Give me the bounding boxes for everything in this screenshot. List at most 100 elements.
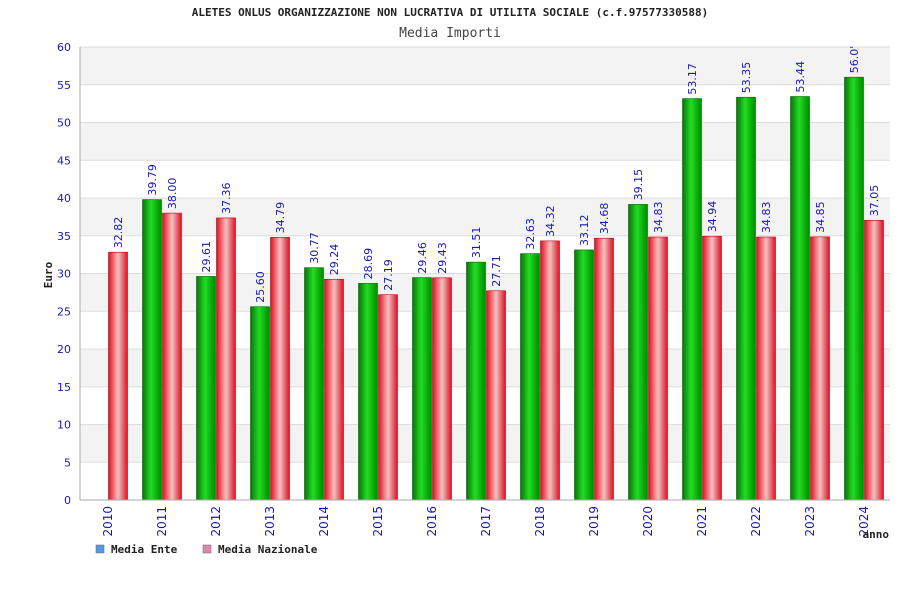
data-label: 34.94 (706, 201, 719, 233)
bar-media-nazionale (216, 217, 236, 501)
bar-media-nazionale (162, 212, 182, 501)
bar-media-nazionale (756, 236, 776, 501)
x-tick-label: 2014 (317, 506, 331, 537)
data-labels: 32.82 39.79 38.00 29.61 37.36 25.60 34.79 30.77… (112, 46, 881, 303)
data-label: 27.19 (382, 259, 395, 291)
x-tick-label: 2020 (641, 506, 655, 537)
x-tick-label: 2023 (803, 506, 817, 537)
y-tick-label: 20 (57, 343, 71, 356)
legend-label: Media Nazionale (218, 543, 318, 556)
bar-media-ente (250, 306, 270, 501)
y-tick-label: 60 (57, 41, 71, 54)
data-label: 56.0' (848, 46, 861, 74)
y-axis-ticks: 0 5 10 15 20 25 30 35 40 45 50 55 60 (57, 41, 71, 507)
x-tick-label: 2018 (533, 506, 547, 537)
data-label: 37.05 (868, 185, 881, 217)
bar-media-nazionale (486, 290, 506, 501)
legend-swatch (202, 544, 212, 554)
chart-subtitle: Media Importi (399, 26, 501, 41)
x-tick-label: 2010 (101, 506, 115, 537)
data-label: 29.61 (200, 241, 213, 273)
y-tick-label: 10 (57, 419, 71, 432)
y-tick-label: 25 (57, 305, 71, 318)
bars (108, 76, 884, 501)
y-tick-label: 45 (57, 154, 71, 167)
y-tick-label: 15 (57, 381, 71, 394)
data-label: 53.35 (740, 62, 753, 94)
x-tick-label: 2011 (155, 506, 169, 537)
data-label: 28.69 (362, 248, 375, 280)
data-label: 53.44 (794, 61, 807, 93)
x-tick-label: 2024 (857, 506, 871, 537)
bar-media-ente (412, 277, 432, 501)
bar-media-ente (574, 249, 594, 501)
legend-swatch (95, 544, 105, 554)
chart-title: ALETES ONLUS ORGANIZZAZIONE NON LUCRATIV… (192, 6, 709, 19)
data-label: 32.82 (112, 217, 125, 249)
data-label: 29.24 (328, 244, 341, 276)
data-label: 29.43 (436, 242, 449, 274)
bar-media-nazionale (270, 237, 290, 501)
bar-media-nazionale (540, 240, 560, 501)
data-label: 39.79 (146, 164, 159, 196)
y-axis-label: Euro (42, 261, 55, 288)
data-label: 31.51 (470, 227, 483, 259)
data-label: 34.83 (760, 202, 773, 234)
bar-media-ente (790, 96, 810, 501)
bar-media-ente (466, 261, 486, 501)
plot-band (80, 84, 890, 123)
y-tick-label: 0 (64, 494, 71, 507)
data-label: 34.68 (598, 203, 611, 235)
bar-media-ente (628, 204, 648, 501)
y-tick-label: 50 (57, 117, 71, 130)
bar-media-nazionale (702, 235, 722, 501)
bar-media-ente (844, 76, 864, 501)
data-label: 25.60 (254, 271, 267, 303)
x-tick-label: 2012 (209, 506, 223, 537)
x-tick-label: 2016 (425, 506, 439, 537)
data-label: 34.79 (274, 202, 287, 234)
legend-label: Media Ente (111, 543, 178, 556)
data-label: 33.12 (578, 214, 591, 246)
bar-media-ente (142, 199, 162, 501)
data-label: 39.15 (632, 169, 645, 201)
bar-media-ente (520, 253, 540, 501)
bar-media-nazionale (108, 251, 128, 501)
bar-media-ente (196, 276, 216, 501)
data-label: 53.17 (686, 63, 699, 95)
x-tick-label: 2015 (371, 506, 385, 537)
bar-media-nazionale (810, 236, 830, 501)
legend: Media Ente Media Nazionale (95, 543, 318, 556)
bar-media-ente (358, 283, 378, 501)
data-label: 34.85 (814, 201, 827, 233)
bar-media-nazionale (864, 219, 884, 501)
plot-band (80, 160, 890, 198)
y-tick-label: 55 (57, 79, 71, 92)
data-label: 37.36 (220, 182, 233, 214)
x-axis-ticks: 2010 2011 2012 2013 2014 2015 2016 2017 2018 2019… (101, 506, 871, 537)
x-axis-label: anno (863, 528, 890, 541)
x-tick-label: 2019 (587, 506, 601, 537)
bar-media-nazionale (378, 294, 398, 501)
bar-media-ente (736, 96, 756, 501)
bar-media-nazionale (648, 236, 668, 501)
data-label: 30.77 (308, 232, 321, 264)
plot-band (80, 47, 890, 85)
bar-media-nazionale (594, 237, 614, 501)
bar-media-nazionale (432, 277, 452, 501)
data-label: 34.83 (652, 202, 665, 234)
x-tick-label: 2017 (479, 506, 493, 537)
y-tick-label: 40 (57, 192, 71, 205)
x-tick-label: 2022 (749, 506, 763, 537)
bar-media-ente (682, 98, 702, 501)
y-tick-label: 5 (64, 456, 71, 469)
bar-media-nazionale (324, 278, 344, 501)
y-tick-label: 30 (57, 268, 71, 281)
y-tick-label: 35 (57, 230, 71, 243)
bar-media-ente (304, 267, 324, 501)
data-label: 38.00 (166, 178, 179, 210)
data-label: 29.46 (416, 242, 429, 274)
plot-band (80, 122, 890, 161)
data-label: 34.32 (544, 205, 557, 237)
